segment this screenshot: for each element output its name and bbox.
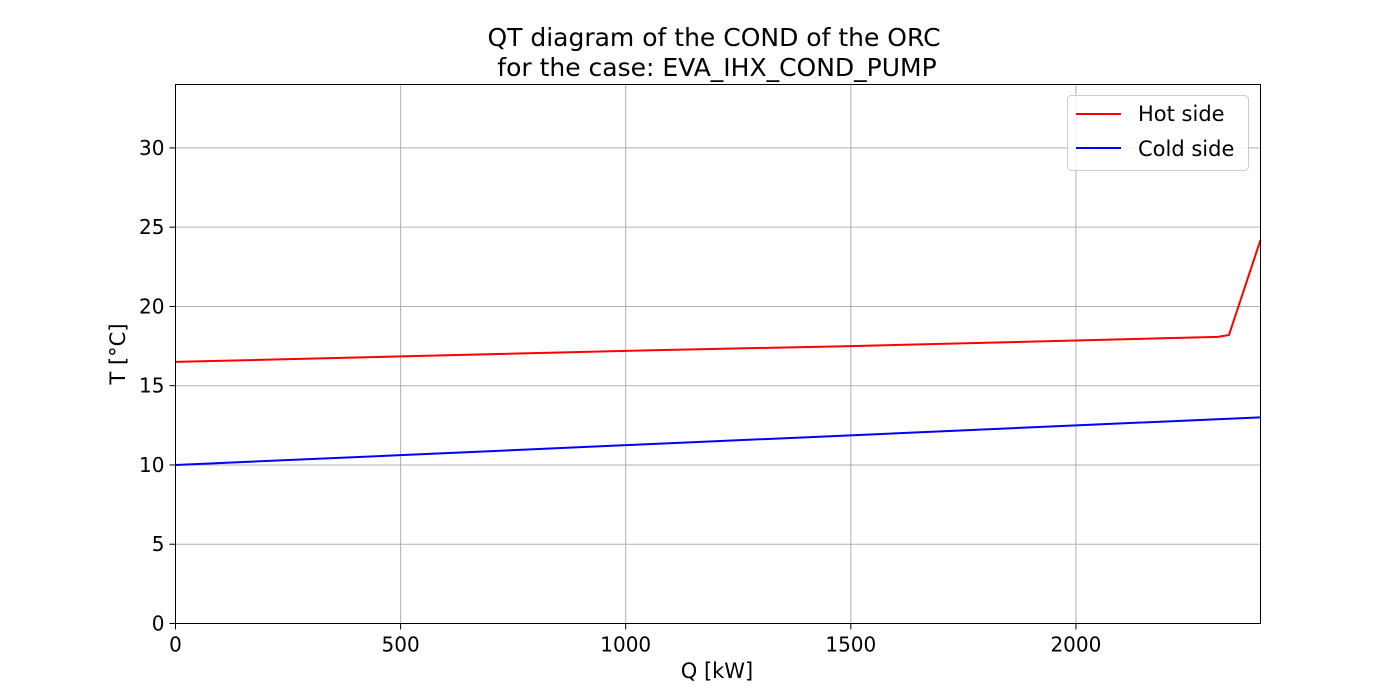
x-tick-label: 2000 (1050, 633, 1101, 657)
plot-frame (175, 84, 1261, 624)
hot-side-line (175, 239, 1262, 363)
series-lines (175, 239, 1262, 466)
y-tick-label: 10 (139, 453, 164, 477)
y-tick-label: 5 (152, 532, 165, 556)
axis-ticks: 0 500 1000 1500 2000 0 5 10 15 20 25 30 (139, 136, 1101, 657)
x-tick-label: 1500 (825, 633, 876, 657)
x-tick-label: 1000 (600, 633, 651, 657)
x-tick-label: 500 (382, 633, 420, 657)
legend-hot-side-label: Hot side (1138, 102, 1225, 126)
x-axis-label: Q [kW] (681, 659, 754, 683)
y-tick-label: 0 (152, 612, 165, 636)
cold-side-line (175, 416, 1261, 466)
y-tick-label: 30 (139, 136, 164, 160)
y-tick-label: 20 (139, 294, 164, 318)
legend: Hot side Cold side (1067, 95, 1249, 171)
x-tick-label: 0 (169, 633, 182, 657)
chart-subtitle: for the case: EVA_IHX_COND_PUMP (497, 53, 936, 82)
chart-title: QT diagram of the COND of the ORC (487, 23, 940, 52)
legend-cold-side-label: Cold side (1138, 137, 1234, 161)
y-axis-label: T [°C] (106, 323, 130, 385)
y-tick-label: 15 (139, 374, 164, 398)
y-tick-label: 25 (139, 215, 164, 239)
